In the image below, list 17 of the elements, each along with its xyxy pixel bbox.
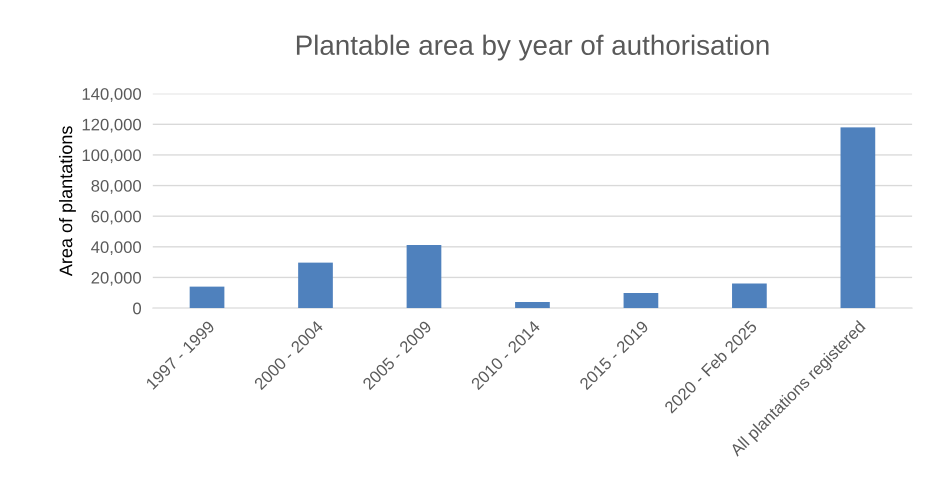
y-tick-label: 20,000 (92, 272, 142, 286)
bar (298, 262, 333, 308)
bar (732, 283, 767, 308)
bar (515, 302, 550, 308)
bar (840, 127, 876, 308)
y-tick-label: 80,000 (91, 180, 142, 194)
bar (624, 292, 658, 308)
y-axis-title: Area of plantations (59, 126, 76, 276)
y-tick-label: 40,000 (91, 241, 142, 256)
bar (406, 245, 442, 308)
y-tick-label: 60,000 (92, 210, 142, 224)
y-tick-label: 120,000 (82, 118, 142, 132)
y-tick-label: 100,000 (82, 149, 142, 164)
chart-title: Plantable area by year of authorisation (296, 34, 768, 61)
y-tick-label: 140,000 (82, 88, 142, 102)
bar (190, 286, 224, 308)
y-tick-label: 0 (133, 302, 142, 314)
